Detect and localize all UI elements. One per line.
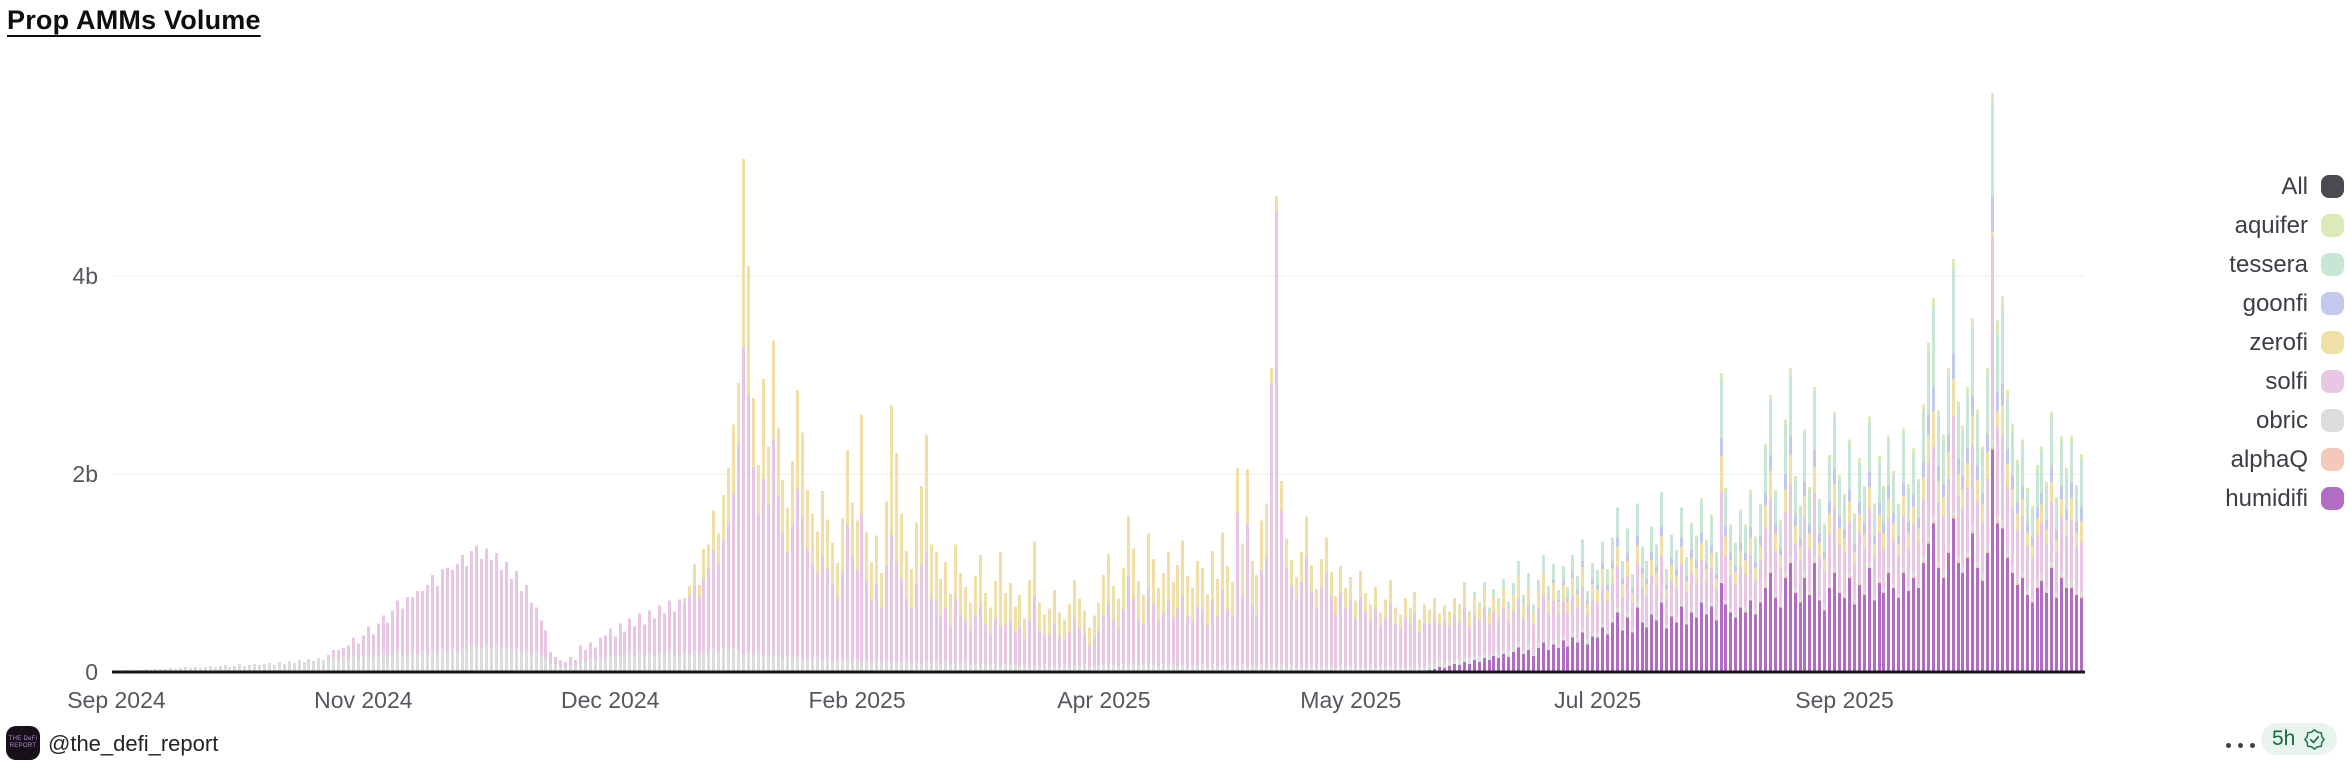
legend-item-label: aquifer [2234, 211, 2308, 239]
legend-item-zerofi[interactable]: zerofi [2225, 323, 2344, 362]
legend-swatch [2321, 448, 2344, 471]
legend-item-label: obric [2255, 406, 2308, 434]
legend-item-label: solfi [2265, 367, 2308, 395]
x-axis-tick-label: Dec 2024 [560, 687, 660, 713]
legend-item-label: goonfi [2242, 289, 2308, 317]
legend-swatch [2321, 175, 2344, 198]
bars-layer[interactable] [115, 92, 2084, 672]
avatar-text-line2: REPORT [9, 743, 37, 749]
x-axis-line [112, 670, 2085, 674]
account-handle-link[interactable]: @the_defi_report [48, 731, 219, 756]
avatar-text-line1: THE DeFi [8, 736, 38, 742]
x-axis-tick-label: Feb 2025 [808, 687, 906, 713]
legend-item-label: humidifi [2225, 484, 2308, 512]
legend-item-label: alphaQ [2230, 445, 2308, 473]
more-icon[interactable] [2222, 739, 2259, 752]
x-axis-tick-label: May 2025 [1300, 687, 1402, 713]
legend-swatch [2321, 214, 2344, 237]
legend-item-label: All [2281, 172, 2308, 200]
legend-item-obric[interactable]: obric [2225, 401, 2344, 440]
legend-item-all[interactable]: All [2225, 167, 2344, 206]
legend-item-aquifer[interactable]: aquifer [2225, 206, 2344, 245]
x-axis-tick-label: Sep 2024 [67, 687, 166, 713]
legend-item-label: zerofi [2249, 328, 2308, 356]
gridlines [112, 275, 2084, 475]
timestamp-badge[interactable]: 5h [2261, 723, 2338, 755]
y-axis-tick-label: 0 [85, 659, 98, 685]
legend-item-goonfi[interactable]: goonfi [2225, 284, 2344, 323]
legend-swatch [2321, 409, 2344, 432]
chart-legend: All aquifer tessera goonfi zerofi solfi obric a… [2225, 167, 2344, 518]
verified-badge-icon [2304, 728, 2326, 750]
legend-item-tessera[interactable]: tessera [2225, 245, 2344, 284]
legend-swatch [2321, 253, 2344, 276]
x-axis-tick-label: Nov 2024 [314, 687, 413, 713]
legend-item-humidifi[interactable]: humidifi [2225, 479, 2344, 518]
chart-title-link[interactable]: Prop AMMs Volume [7, 5, 261, 35]
legend-swatch [2321, 487, 2344, 510]
y-axis-tick-label: 2b [72, 461, 98, 487]
timestamp-text: 5h [2272, 727, 2296, 750]
x-axis-tick-label: Apr 2025 [1057, 687, 1151, 713]
x-axis-tick-label: Sep 2025 [1795, 687, 1894, 713]
y-axis-tick-label: 4b [72, 263, 98, 289]
legend-swatch [2321, 292, 2344, 315]
legend-item-alphaq[interactable]: alphaQ [2225, 440, 2344, 479]
legend-swatch [2321, 370, 2344, 393]
legend-item-solfi[interactable]: solfi [2225, 362, 2344, 401]
legend-item-label: tessera [2229, 250, 2308, 278]
avatar[interactable]: THE DeFi REPORT [6, 726, 40, 760]
legend-swatch [2321, 331, 2344, 354]
x-axis-tick-label: Jul 2025 [1554, 687, 1642, 713]
